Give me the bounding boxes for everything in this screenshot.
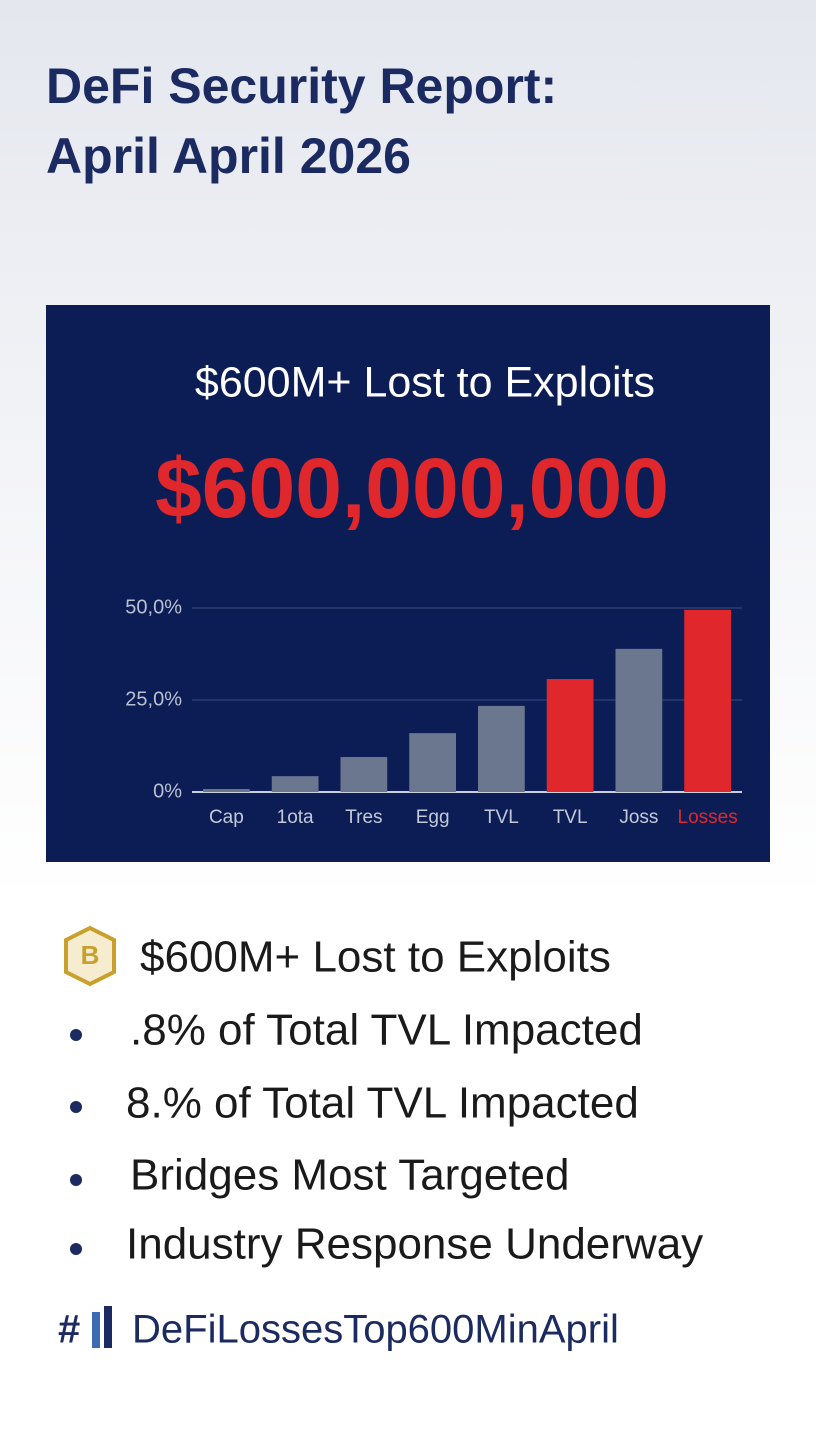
bullet-text: Bridges Most Targeted	[130, 1151, 569, 1200]
y-tick-label: 0%	[153, 780, 182, 802]
bullet-dot	[70, 1029, 82, 1041]
bar	[340, 757, 388, 792]
x-tick-label: TVL	[553, 807, 588, 828]
bar	[203, 789, 250, 792]
x-tick-label: Tres	[345, 807, 382, 828]
bullet-text: 8.% of Total TVL Impacted	[126, 1079, 639, 1128]
x-tick-label: Egg	[416, 807, 450, 828]
title-line: DeFi Security Report:	[46, 58, 557, 114]
hashtag: DeFiLossesTop600MinApril	[132, 1308, 619, 1352]
badge-icon	[64, 925, 116, 987]
chart-title: $600M+ Lost to Exploits	[195, 358, 655, 406]
headline: $600M+ Lost to Exploits	[140, 933, 611, 982]
hashtag-symbol: #	[58, 1308, 80, 1352]
bar	[271, 776, 319, 792]
bar	[615, 648, 663, 792]
y-tick-label: 50,0%	[125, 596, 182, 618]
x-tick-label: TVL	[484, 807, 519, 828]
bullet-text: .8% of Total TVL Impacted	[130, 1006, 643, 1055]
plot: 0% 25,0% 50,0% Cap 1ota Tres Egg TVL TVL Joss Loss…	[125, 596, 742, 828]
x-tick-label: Losses	[678, 807, 738, 828]
bullet-dot	[70, 1243, 82, 1255]
bullet-dot	[70, 1101, 82, 1113]
bar	[546, 679, 594, 792]
x-tick-label: Joss	[619, 807, 658, 828]
title-line: April April 2026	[46, 128, 411, 184]
badge-letter: B	[81, 940, 100, 970]
bar	[409, 733, 456, 792]
x-tick-label: Cap	[209, 807, 244, 828]
bar	[478, 705, 525, 792]
bullet-dot	[70, 1174, 82, 1186]
hashtag-icon	[92, 1312, 100, 1348]
y-tick-label: 25,0%	[125, 688, 182, 710]
hashtag-icon	[104, 1306, 112, 1348]
bar	[684, 609, 731, 792]
x-tick-label: 1ota	[277, 807, 314, 828]
bullet-text: Industry Response Underway	[126, 1220, 703, 1269]
chart-subtitle: $600,000,000	[155, 441, 669, 535]
